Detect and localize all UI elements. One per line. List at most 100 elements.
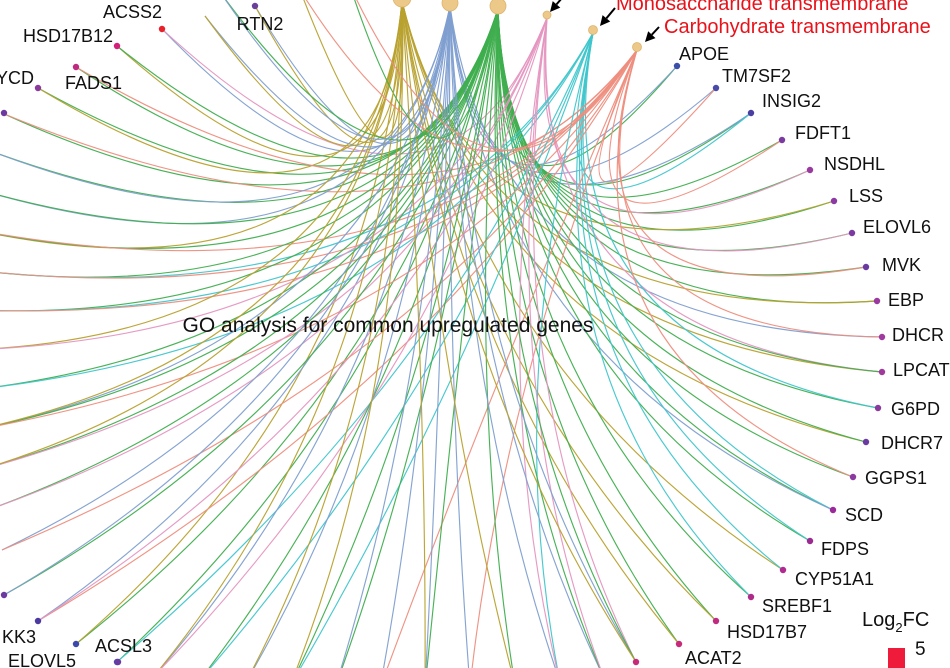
edge-gene-node: [114, 658, 122, 666]
gene-label-cyp51a1: CYP51A1: [795, 569, 874, 589]
edge-t1-43: [252, 0, 403, 668]
edge-t1-41: [159, 0, 403, 668]
edge-t1-56: [204, 0, 403, 147]
edge-t2-46: [383, 5, 451, 668]
edge-t3-25: [75, 8, 499, 645]
edge-t6-46: [386, 49, 638, 668]
gene-label-fads1: FADS1: [65, 73, 122, 93]
gene-label-ebp: EBP: [888, 290, 924, 310]
edge-t2-19: [449, 5, 834, 511]
edge-t2-45: [340, 5, 451, 668]
edge-t2-0: [161, 5, 451, 152]
edge-t2-51: [449, 5, 600, 668]
edge-t6-39: [1, 49, 638, 551]
diagram-title: GO analysis for common upregulated genes: [183, 314, 594, 337]
gene-label-nsdhl: NSDHL: [824, 154, 885, 174]
gene-node-elovl6: [848, 229, 856, 237]
edge-t6-53: [305, 0, 638, 152]
gene-label-dhcr: DHCR: [892, 325, 944, 345]
term-label-t5: Monosaccharide transmembrane: [616, 0, 908, 15]
gene-node-acat2: [675, 640, 683, 648]
gene-node-rtn2: [251, 2, 259, 10]
gene-node-apoe: [673, 62, 681, 70]
gene-node-ggps1: [849, 473, 857, 481]
annotation-arrow-line: [605, 7, 616, 19]
edge-t5-33: [0, 32, 594, 312]
edge-layer: [0, 0, 883, 668]
gene-label-scd: SCD: [845, 505, 883, 525]
gene-node-hsd17b12: [113, 42, 121, 50]
edge-t2-5: [449, 5, 678, 166]
edge-t3-52: [495, 8, 637, 663]
edge-t3-36: [0, 8, 499, 426]
edge-t2-43: [253, 5, 451, 668]
gene-label-rtn2: RTN2: [237, 14, 284, 34]
gene-label-fdft1: FDFT1: [795, 123, 851, 143]
gene-node-dhcr: [878, 333, 886, 341]
gene-label-srebf1: SREBF1: [762, 596, 832, 616]
term-node-t5: [588, 25, 598, 35]
edge-t5-16: [585, 32, 879, 409]
edge-t6-36: [0, 49, 638, 426]
legend-subscript: 2: [895, 620, 902, 635]
gene-node-g6pd: [874, 404, 882, 412]
gene-label-mvk: MVK: [882, 255, 921, 275]
edge-t6-55: [356, 0, 638, 151]
edge-t2-52: [449, 5, 637, 663]
edge-t3-28: [1, 8, 499, 186]
gene-node-kk3: [34, 617, 42, 625]
edge-t1-52: [401, 0, 637, 663]
gene-label-hsd17b7: HSD17B7: [727, 622, 807, 642]
edge-t3-24: [496, 8, 680, 645]
term-node-layer: Monosaccharide transmembraneCarbohydrate…: [392, 0, 931, 52]
edge-t1-24: [401, 0, 680, 645]
edge-t1-37: [0, 0, 403, 465]
annotation-arrow-line: [555, 0, 562, 6]
gene-label-elovl5: ELOVL5: [8, 651, 76, 668]
gene-label-insig2: INSIG2: [762, 91, 821, 111]
edge-t3-29: [0, 8, 499, 203]
edge-t2-36: [0, 5, 451, 426]
gene-node-hsd17b7: [712, 617, 720, 625]
edge-t5-35: [0, 32, 594, 388]
edge-t2-56: [204, 5, 451, 148]
edge-t4-38: [0, 17, 548, 507]
edge-t5-22: [576, 32, 752, 598]
edge-t4-27: [37, 17, 548, 622]
gene-label-fdps: FDPS: [821, 539, 869, 559]
gene-node-tm7sf2: [712, 84, 720, 92]
term-node-t3: [489, 0, 507, 15]
edge-t4-50: [519, 17, 558, 668]
edge-t3-40: [3, 8, 499, 596]
gene-node-lpcat: [878, 368, 886, 376]
edge-t3-17: [497, 8, 867, 443]
term-node-t4: [542, 10, 552, 20]
edge-t3-33: [0, 8, 499, 312]
gene-node-acss2: [158, 25, 166, 33]
edge-t4-34: [0, 17, 548, 350]
edge-t3-38: [0, 8, 499, 507]
edge-t3-15: [497, 8, 883, 373]
gene-label-acsl3: ACSL3: [95, 636, 152, 656]
edge-t2-39: [1, 5, 451, 551]
gene-node-acsl3: [72, 640, 80, 648]
gene-label-acss2: ACSS2: [103, 2, 162, 22]
edge-gene-node: [0, 591, 8, 599]
gene-node-fads1: [72, 63, 80, 71]
edge-t3-22: [497, 8, 752, 598]
edge-t2-48: [449, 5, 470, 668]
edge-t5-26: [116, 32, 594, 663]
legend-title: Log: [862, 609, 895, 631]
annotation-arrow-head: [600, 15, 611, 26]
annotation-arrow-head: [550, 1, 561, 13]
edge-t3-42: [208, 8, 499, 668]
gene-node-lss: [830, 197, 838, 205]
edge-t3-44: [298, 8, 499, 668]
term-node-t2: [441, 0, 459, 12]
legend-title-suffix: FC: [903, 609, 930, 631]
gene-label-kk3: KK3: [2, 627, 36, 647]
edge-t5-42: [209, 32, 594, 668]
gene-node-mvk: [862, 263, 870, 271]
edge-t3-51: [494, 8, 601, 668]
